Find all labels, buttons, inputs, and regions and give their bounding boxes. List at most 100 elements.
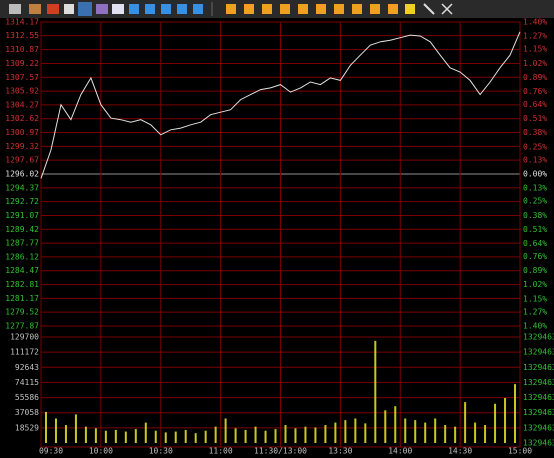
tool-icon[interactable] [423, 3, 435, 15]
tool-icon[interactable] [298, 4, 308, 14]
volume-bar [184, 429, 187, 443]
y2-tick-label: 0.00% [523, 170, 547, 179]
y-tick-label: 1309.22 [5, 59, 39, 68]
y2-tick-label: 0.13% [523, 155, 547, 164]
volume-bar [404, 418, 407, 443]
volume-bar [84, 426, 87, 443]
volume-bar [384, 410, 387, 443]
volume-bar [254, 426, 257, 443]
volume-bar [74, 414, 77, 443]
price-line [40, 31, 521, 179]
x-tick-label: 13:30 [328, 447, 352, 456]
y2-tick-label: 1329463 [523, 393, 554, 402]
volume-bar [514, 384, 517, 443]
y2-tick-label: 0.64% [523, 100, 547, 109]
y-tick-label: 74115 [15, 378, 39, 387]
tool-icon[interactable] [78, 2, 92, 16]
x-tick-label: 11:00 [209, 447, 233, 456]
y-tick-label: 1287.77 [5, 239, 39, 248]
y-tick-label: 1304.27 [5, 100, 39, 109]
y-tick-label: 1296.02 [5, 170, 39, 179]
volume-bar [424, 422, 427, 443]
tool-icon[interactable] [226, 4, 236, 14]
tool-icon[interactable] [405, 4, 415, 14]
tool-icon[interactable] [262, 4, 272, 14]
volume-bar [264, 430, 267, 443]
y2-tick-label: 1.27% [523, 307, 547, 316]
volume-bar [94, 428, 97, 443]
volume-bar [284, 425, 287, 443]
tool-icon[interactable] [9, 4, 21, 14]
volume-bar [434, 418, 437, 443]
y-tick-label: 1294.37 [5, 183, 39, 192]
volume-bar [274, 429, 277, 443]
y2-tick-label: 0.51% [523, 225, 547, 234]
y-tick-label: 1310.87 [5, 45, 39, 54]
volume-bar [164, 432, 167, 443]
tool-icon[interactable] [193, 4, 203, 14]
tool-icon[interactable] [388, 4, 398, 14]
tool-icon[interactable] [145, 4, 155, 14]
y-tick-label: 1281.17 [5, 294, 39, 303]
y2-tick-label: 0.13% [523, 184, 547, 193]
volume-bar [244, 429, 247, 443]
tool-icon[interactable] [352, 4, 362, 14]
tool-icon[interactable] [441, 3, 453, 15]
volume-bar [354, 418, 357, 443]
tool-icon[interactable] [177, 4, 187, 14]
y-tick-label: 1307.57 [5, 73, 39, 82]
tool-icon[interactable] [334, 4, 344, 14]
volume-bar [314, 427, 317, 443]
y-tick-label: 1300.97 [5, 128, 39, 137]
tool-icon[interactable] [112, 4, 124, 14]
volume-bar [374, 340, 377, 443]
volume-bar [464, 402, 467, 443]
tool-icon[interactable] [29, 4, 41, 14]
volume-bar [484, 425, 487, 443]
y-tick-label: 55586 [15, 393, 39, 402]
tool-icon[interactable] [244, 4, 254, 14]
volume-bar [324, 425, 327, 443]
volume-bar [44, 411, 47, 443]
y2-tick-label: 1.15% [523, 45, 547, 54]
volume-bar [474, 422, 477, 443]
volume-bar [494, 403, 497, 443]
volume-bar [454, 426, 457, 443]
y2-tick-label: 0.76% [523, 87, 547, 96]
volume-bar [504, 398, 507, 443]
volume-bar [294, 428, 297, 443]
y-tick-label: 1286.12 [5, 252, 39, 261]
y-tick-label: 1312.55 [5, 31, 39, 40]
y2-tick-label: 0.25% [523, 197, 547, 206]
tool-icon[interactable] [161, 4, 171, 14]
x-tick-label: 10:30 [149, 447, 173, 456]
y2-tick-label: 1329463 [523, 378, 554, 387]
tool-icon[interactable] [316, 4, 326, 14]
y-tick-label: 129700 [10, 333, 39, 342]
volume-bar [154, 430, 157, 443]
y-tick-label: 1302.62 [5, 114, 39, 123]
y2-tick-label: 1.15% [523, 294, 547, 303]
tool-icon[interactable] [280, 4, 290, 14]
y-tick-label: 1284.47 [5, 266, 39, 275]
y2-tick-label: 1.40% [523, 322, 547, 331]
y2-tick-label: 1.02% [523, 59, 547, 68]
y2-tick-label: 0.51% [523, 114, 547, 123]
volume-bar [124, 431, 127, 443]
tool-icon[interactable] [96, 4, 108, 14]
tool-icon[interactable] [129, 4, 139, 14]
volume-bar [214, 426, 217, 443]
volume-bar [194, 433, 197, 443]
tool-icon[interactable] [47, 4, 59, 14]
y2-tick-label: 1329463 [523, 333, 554, 342]
tool-icon[interactable] [64, 4, 74, 14]
y-tick-label: 1282.81 [5, 280, 39, 289]
volume-bar [334, 422, 337, 443]
tool-icon[interactable] [370, 4, 380, 14]
x-tick-label: 14:30 [448, 447, 472, 456]
volume-bar [144, 422, 147, 443]
y-tick-label: 1314.17 [5, 18, 39, 27]
y2-tick-label: 1329463 [523, 348, 554, 357]
